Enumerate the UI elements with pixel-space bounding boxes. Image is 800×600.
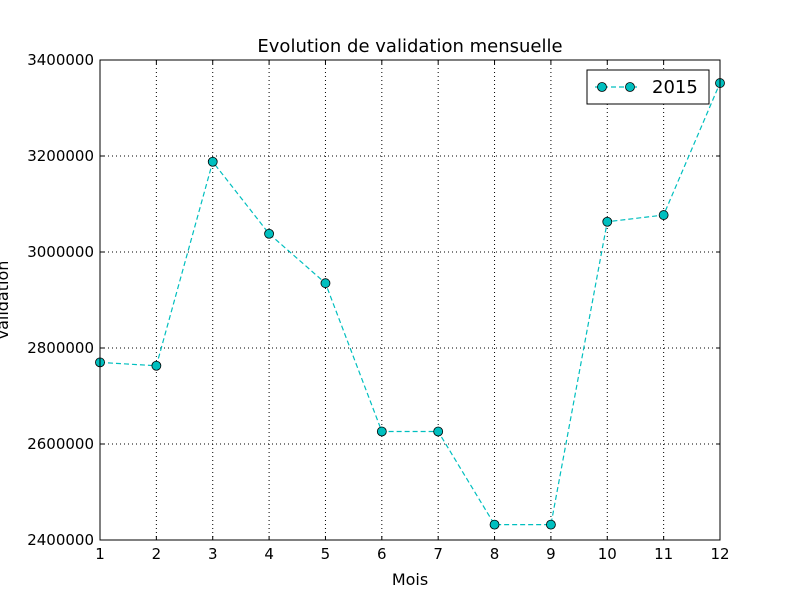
data-point [546, 519, 556, 530]
legend: 2015 [586, 69, 710, 105]
y-tick-label: 2600000 [27, 435, 94, 453]
grid [100, 60, 720, 540]
data-point [658, 210, 669, 220]
series-line [99, 82, 721, 526]
x-tick-label: 5 [321, 545, 331, 563]
legend-marker [625, 82, 635, 92]
y-tick-label: 3400000 [27, 51, 94, 69]
y-tick-label: 2800000 [27, 339, 94, 357]
ticks: 1 2 3 4 5 6 7 8 9 10 11 122400000260000028000003000… [27, 51, 729, 563]
data-point [151, 360, 162, 371]
plot-frame [99, 59, 721, 541]
x-tick-label: 9 [546, 545, 556, 563]
y-axis-title: validation [0, 261, 12, 340]
data-point [320, 278, 331, 289]
x-tick-label: 12 [710, 545, 729, 563]
x-tick-label: 6 [377, 545, 387, 563]
x-tick-label: 2 [152, 545, 162, 563]
data-point [602, 216, 613, 227]
data-point [207, 156, 218, 167]
x-tick-label: 10 [598, 545, 617, 563]
y-tick-label: 2400000 [27, 531, 94, 549]
x-tick-label: 4 [264, 545, 274, 563]
x-tick-label: 7 [433, 545, 443, 563]
legend-marker [597, 82, 607, 92]
series-layer [95, 78, 725, 530]
x-tick-label: 8 [490, 545, 500, 563]
data-point [264, 228, 274, 239]
data-point [489, 519, 500, 530]
x-tick-label: 3 [208, 545, 218, 563]
y-tick-label: 3200000 [27, 147, 94, 165]
chart-title: Evolution de validation mensuelle [257, 36, 562, 57]
data-point [433, 426, 444, 437]
x-tick-label: 11 [654, 545, 673, 563]
y-tick-label: 3000000 [27, 243, 94, 261]
x-axis-title: Mois [392, 570, 428, 589]
data-point [376, 426, 387, 437]
x-tick-label: 1 [95, 545, 105, 563]
legend-label: 2015 [652, 77, 698, 98]
